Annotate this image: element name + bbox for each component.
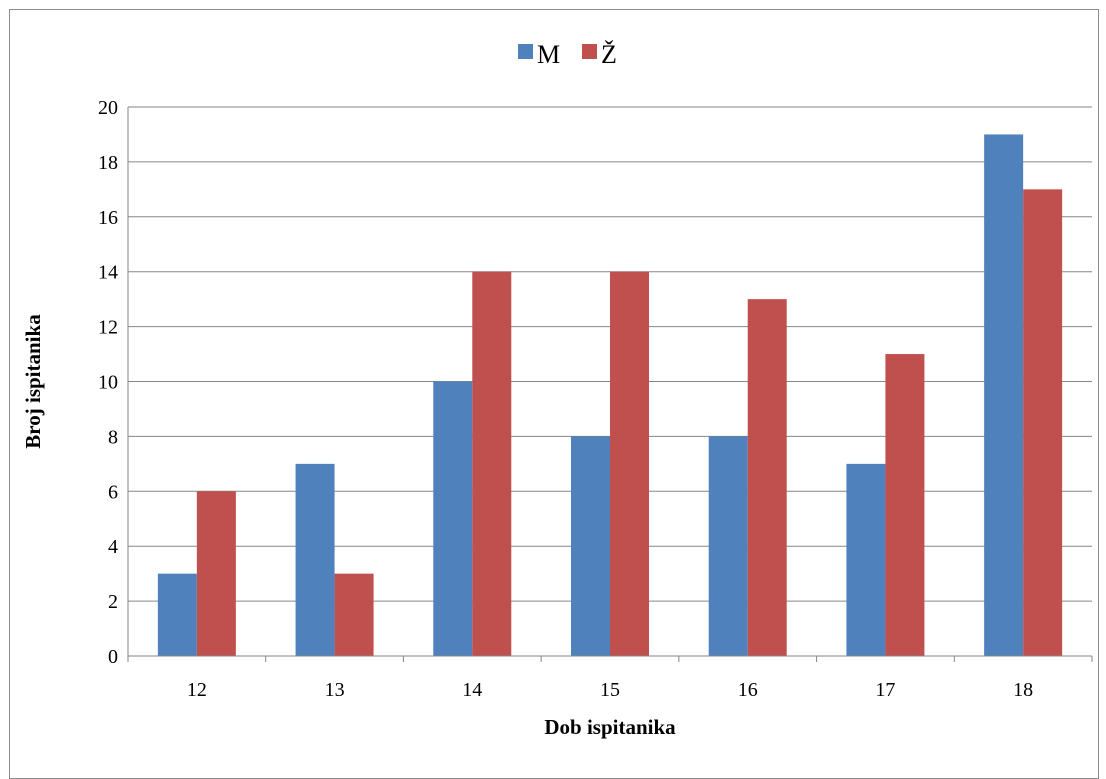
legend-label-z: Ž — [601, 40, 617, 69]
bar-z-13 — [335, 574, 374, 656]
x-tick-label: 16 — [738, 679, 758, 701]
y-tick-label: 10 — [98, 372, 118, 394]
y-tick-label: 14 — [98, 262, 118, 284]
y-axis-title: Broj ispitanika — [21, 314, 45, 449]
bar-z-12 — [197, 491, 236, 656]
legend-label-m: M — [537, 40, 560, 69]
y-tick-label: 0 — [108, 646, 118, 668]
y-tick-label: 6 — [108, 481, 118, 503]
bar-z-15 — [610, 272, 649, 656]
y-axis-ticks: 0 2 4 6 8 10 12 14 16 18 20 — [98, 97, 118, 668]
bar-m-15 — [571, 436, 610, 656]
bars — [158, 134, 1062, 656]
x-axis-title: Dob ispitanika — [544, 715, 676, 739]
bar-m-16 — [709, 436, 748, 656]
y-tick-label: 18 — [98, 152, 118, 174]
legend: M Ž — [518, 40, 617, 69]
y-tick-label: 2 — [108, 591, 118, 613]
bar-m-14 — [433, 382, 472, 657]
x-tick-label: 15 — [600, 679, 620, 701]
x-tick-label: 17 — [875, 679, 895, 701]
x-axis-ticks: 12 13 14 15 16 17 18 — [187, 679, 1033, 701]
bar-z-18 — [1023, 189, 1062, 656]
y-tick-label: 20 — [98, 97, 118, 119]
bar-m-18 — [984, 134, 1023, 656]
y-tick-label: 12 — [98, 317, 118, 339]
bar-m-12 — [158, 574, 197, 656]
x-tick-label: 12 — [187, 679, 207, 701]
x-tick-label: 13 — [325, 679, 345, 701]
y-tick-label: 16 — [98, 207, 118, 229]
x-tick-label: 18 — [1013, 679, 1033, 701]
legend-swatch-z — [582, 44, 597, 59]
bar-z-14 — [472, 272, 511, 656]
bar-z-16 — [748, 299, 787, 656]
bar-m-13 — [296, 464, 335, 656]
y-tick-label: 8 — [108, 426, 118, 448]
x-tick-label: 14 — [462, 679, 482, 701]
y-tick-label: 4 — [108, 536, 118, 558]
bar-z-17 — [885, 354, 924, 656]
legend-swatch-m — [518, 44, 533, 59]
bar-m-17 — [846, 464, 885, 656]
